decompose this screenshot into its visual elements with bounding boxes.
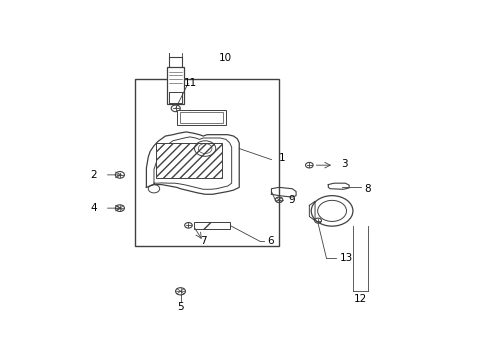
Bar (167, 67, 184, 104)
Text: 10: 10 (218, 53, 231, 63)
Text: 2: 2 (90, 170, 97, 180)
Text: 6: 6 (267, 237, 274, 246)
Text: 4: 4 (90, 203, 97, 213)
Text: 11: 11 (184, 78, 197, 89)
Bar (176, 110, 225, 125)
Text: 5: 5 (177, 302, 183, 312)
Text: 3: 3 (341, 159, 347, 169)
Bar (180, 112, 223, 123)
Bar (156, 143, 222, 177)
Bar (135, 79, 279, 246)
Text: 1: 1 (279, 153, 285, 163)
Text: 13: 13 (339, 253, 352, 263)
Bar (193, 222, 229, 229)
Text: 9: 9 (288, 195, 295, 205)
Text: 8: 8 (364, 184, 370, 194)
Text: 7: 7 (200, 237, 206, 246)
Text: 12: 12 (353, 294, 366, 304)
